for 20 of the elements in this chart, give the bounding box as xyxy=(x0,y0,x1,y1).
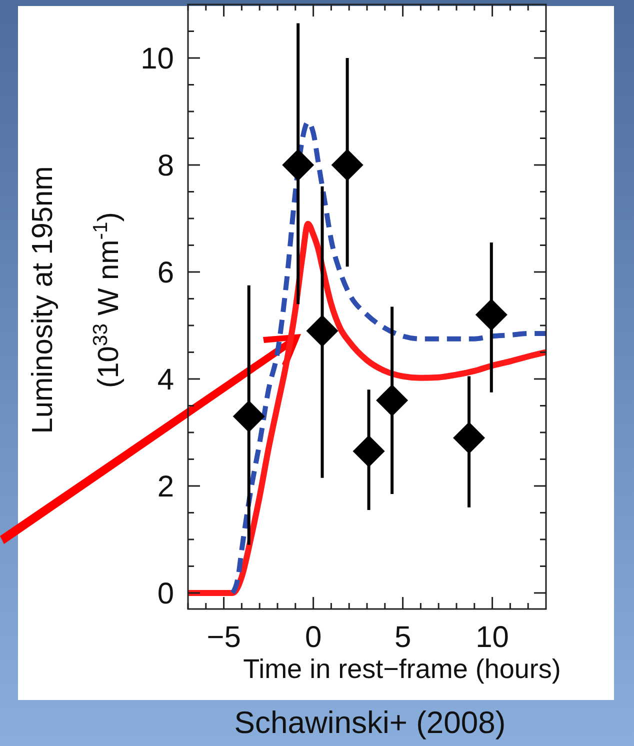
x-tick-label: 5 xyxy=(394,621,412,654)
point xyxy=(453,422,486,454)
point xyxy=(352,435,385,468)
point xyxy=(376,384,408,416)
text: Schawinski+ (2008) xyxy=(234,705,506,740)
x-tick-label: 0 xyxy=(304,621,322,654)
point xyxy=(331,148,364,181)
point xyxy=(475,298,508,331)
y-tick-label: 2 xyxy=(157,470,174,504)
y-tick-label: 10 xyxy=(140,42,174,76)
x-axis-title: Time in rest−frame (hours) xyxy=(243,654,561,684)
point xyxy=(232,400,265,432)
y-tick-label: 0 xyxy=(157,577,174,610)
x-tick-label: −5 xyxy=(206,621,241,654)
x-tick-label: 10 xyxy=(476,621,509,654)
y-tick-label: 6 xyxy=(157,256,174,290)
point xyxy=(306,314,338,347)
y-tick-label: 8 xyxy=(157,149,174,182)
y-tick-label: 4 xyxy=(157,363,174,396)
point xyxy=(282,148,314,181)
